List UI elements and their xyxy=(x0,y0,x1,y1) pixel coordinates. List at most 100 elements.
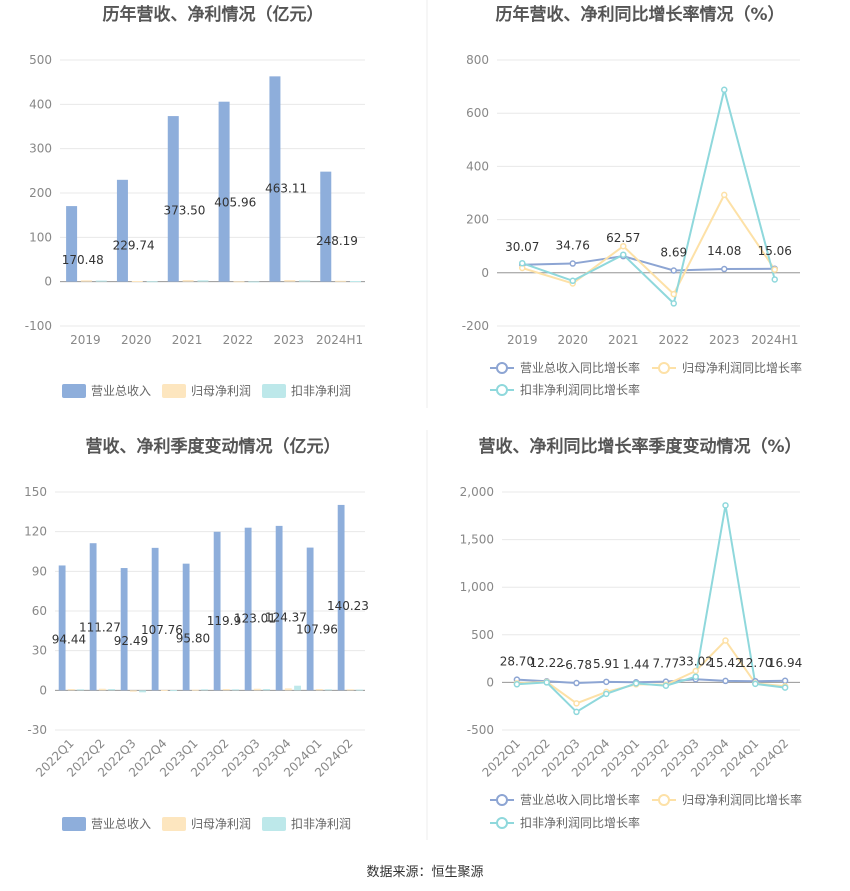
data-label: 8.69 xyxy=(660,245,687,259)
bar-revenue xyxy=(275,525,283,691)
bar-parent-net-profit xyxy=(335,280,347,282)
bar-parent-net-profit xyxy=(80,280,92,282)
bar-parent-net-profit xyxy=(191,689,199,691)
x-tick-label: 2019 xyxy=(507,333,538,347)
data-label: 15.06 xyxy=(758,244,792,258)
legend-label: 归母净利润 xyxy=(191,817,251,831)
y-tick-label: 600 xyxy=(466,106,489,120)
legend-label: 营业总收入 xyxy=(91,817,151,831)
y-tick-label: -500 xyxy=(467,723,494,737)
data-point xyxy=(573,708,580,716)
data-point xyxy=(670,267,677,274)
bar-parent-net-profit xyxy=(160,689,168,691)
x-tick-label: 2023 xyxy=(273,333,304,347)
legend-label: 扣非净利润同比增长率 xyxy=(520,382,640,397)
bar-parent-net-profit xyxy=(67,689,75,691)
x-tick-label: 2022 xyxy=(223,333,254,347)
chart-title: 营收、净利季度变动情况（亿元） xyxy=(86,436,341,457)
chart-title: 历年营收、净利情况（亿元） xyxy=(103,4,324,25)
y-tick-label: 400 xyxy=(29,97,52,111)
data-point xyxy=(519,259,526,267)
bar-revenue xyxy=(213,531,221,691)
line-deducted-net-growth xyxy=(516,505,786,714)
y-tick-label: 0 xyxy=(486,675,494,689)
y-tick-label: 1,000 xyxy=(460,580,494,594)
bar-parent-net-profit xyxy=(131,281,143,283)
bar-parent-net-profit xyxy=(182,280,194,282)
line-parent-net-growth xyxy=(521,192,776,296)
y-tick-label: 0 xyxy=(39,683,47,697)
y-tick-label: 0 xyxy=(481,266,489,280)
chart-title: 营收、净利同比增长率季度变动情况（%） xyxy=(478,436,801,457)
y-tick-label: -100 xyxy=(25,319,52,333)
bar-revenue xyxy=(167,116,179,282)
data-point xyxy=(721,265,728,273)
data-point xyxy=(513,681,521,688)
bar-revenue xyxy=(269,76,281,282)
y-tick-label: 300 xyxy=(29,142,52,156)
data-label: 170.48 xyxy=(62,253,104,267)
bar-deducted-net-profit xyxy=(170,690,177,692)
bar-revenue xyxy=(182,563,190,691)
legend-label: 归母净利润 xyxy=(191,384,251,398)
line-revenue-growth xyxy=(516,678,786,685)
legend-label: 扣非净利润 xyxy=(291,384,351,398)
legend-label: 归母净利润同比增长率 xyxy=(682,792,802,807)
data-label: 5.91 xyxy=(593,657,620,671)
data-label: 30.07 xyxy=(505,240,539,254)
data-label: 15.42 xyxy=(708,656,742,670)
data-label: 7.77 xyxy=(653,657,680,671)
legend-swatch xyxy=(162,817,186,831)
legend-label: 营业总收入同比增长率 xyxy=(520,360,640,375)
bar-deducted-net-profit xyxy=(356,689,363,691)
data-label: 62.57 xyxy=(606,231,640,245)
bar-revenue xyxy=(337,504,345,691)
data-label: 16.94 xyxy=(768,656,802,670)
data-label: 92.49 xyxy=(114,634,148,648)
data-point xyxy=(692,673,699,680)
data-label: 119.9 xyxy=(207,614,241,628)
data-point xyxy=(670,290,677,298)
x-tick-label: 2024H1 xyxy=(751,333,798,347)
bar-parent-net-profit xyxy=(129,690,137,692)
y-tick-label: 100 xyxy=(29,230,52,244)
data-point xyxy=(722,502,729,509)
bar-deducted-net-profit xyxy=(299,280,311,282)
data-label: 14.08 xyxy=(707,244,741,258)
data-point xyxy=(781,677,789,685)
data-label: -6.78 xyxy=(561,658,592,672)
legend-marker xyxy=(496,817,508,829)
data-point xyxy=(781,684,789,691)
data-point xyxy=(692,667,699,675)
y-tick-label: -30 xyxy=(27,723,47,737)
data-point xyxy=(632,680,640,687)
legend-marker xyxy=(658,794,670,806)
data-label: 94.44 xyxy=(52,633,86,647)
legend-label: 扣非净利润同比增长率 xyxy=(520,815,640,830)
legend-marker xyxy=(496,362,508,374)
line-deducted-net-growth xyxy=(521,89,776,306)
data-point xyxy=(569,260,576,267)
bar-deducted-net-profit xyxy=(325,689,332,691)
x-tick-label: 2022 xyxy=(658,333,689,347)
y-tick-label: 800 xyxy=(466,53,489,67)
x-tick-label: 2021 xyxy=(172,333,203,347)
y-tick-label: 120 xyxy=(24,525,47,539)
bar-revenue xyxy=(151,547,159,691)
legend-label: 营业总收入同比增长率 xyxy=(520,792,640,807)
data-point xyxy=(620,251,627,258)
data-point xyxy=(569,277,576,285)
bar-deducted-net-profit xyxy=(248,281,260,283)
legend-label: 营业总收入 xyxy=(91,384,151,398)
y-tick-label: 500 xyxy=(471,628,494,642)
y-tick-label: 400 xyxy=(466,159,489,173)
legend-swatch xyxy=(62,817,86,831)
data-label: 107.96 xyxy=(296,623,338,637)
data-label: 373.50 xyxy=(163,204,205,218)
legend-marker xyxy=(496,384,508,396)
bar-parent-net-profit xyxy=(284,688,292,691)
bar-revenue xyxy=(120,568,128,691)
data-label: 248.19 xyxy=(316,234,358,248)
bar-revenue xyxy=(66,206,78,282)
